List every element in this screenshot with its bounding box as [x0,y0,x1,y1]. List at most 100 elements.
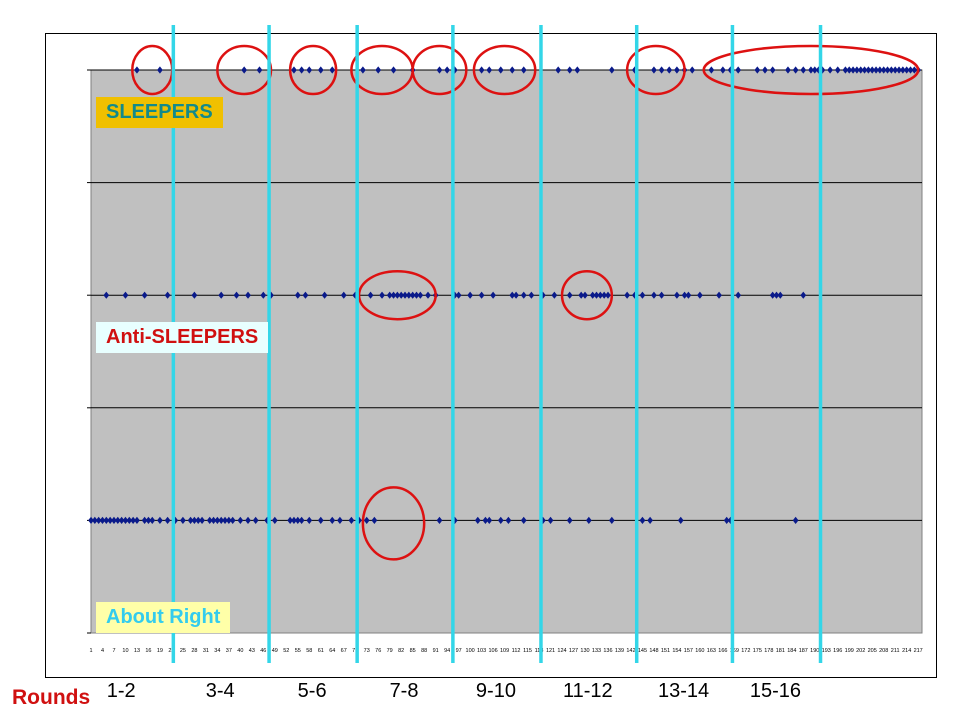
data-point [91,516,98,524]
data-point [229,516,236,524]
x-tick-label: 40 [237,648,243,654]
data-point [260,291,267,299]
x-tick-label: 148 [649,648,658,654]
data-point [513,291,519,299]
data-point [252,516,259,524]
data-point [769,291,776,299]
data-point [88,516,94,524]
round-label: 7-8 [389,680,419,702]
data-point [95,516,102,524]
chart-frame: 1 4 7 10 13 16 19 22 25 28 31 34 37 40 43 46 49 52 55 58 61 6… [45,25,937,678]
x-tick-label: 211 [891,648,900,654]
sleepers-label: SLEEPERS [96,97,223,128]
x-tick-label: 115 [523,648,532,654]
x-tick-label: 139 [615,648,624,654]
data-point [256,66,263,74]
data-point [582,291,588,299]
x-tick-label: 151 [661,648,670,654]
data-point [589,291,596,299]
data-point [497,516,504,524]
x-tick-label: 100 [466,648,475,654]
round-label: 1-2 [106,680,136,702]
data-point [551,291,558,299]
data-point [585,516,592,524]
data-point [164,516,171,524]
data-point [134,516,140,524]
highlight-circle [472,44,537,96]
data-point [149,516,156,524]
x-tick-label: 118 [535,648,544,654]
data-point [172,516,179,524]
data-point [218,291,225,299]
data-point [367,291,374,299]
data-point [685,291,692,299]
data-point [233,291,240,299]
data-point [505,516,512,524]
x-tick-label: 184 [787,648,796,654]
x-tick-label: 70 [352,648,358,654]
data-point [402,291,408,299]
data-point [520,291,527,299]
data-point [394,291,401,299]
data-point [451,516,458,524]
data-point [413,291,420,299]
x-tick-label: 190 [810,648,819,654]
data-point [398,291,405,299]
data-point [210,516,217,524]
data-point [540,516,546,524]
data-point [601,291,608,299]
highlight-circle [625,44,686,96]
x-tick-label: 127 [569,648,578,654]
round-label: 15-16 [749,680,802,702]
x-tick-label: 199 [845,648,854,654]
x-tick-label: 163 [707,648,716,654]
data-point [681,291,688,299]
round-label: 5-6 [297,680,327,702]
data-point [417,291,424,299]
data-point [122,516,129,524]
data-point [605,291,611,299]
x-tick-label: 133 [592,648,601,654]
x-tick-label: 154 [672,648,681,654]
data-point [800,291,807,299]
data-point [371,516,378,524]
data-point [593,291,600,299]
data-point [245,291,251,299]
data-point [547,516,554,524]
data-point [294,516,301,524]
data-point [164,291,171,299]
data-point [225,516,232,524]
data-point [773,291,780,299]
data-point [386,291,393,299]
x-tick-label: 52 [283,648,289,654]
data-point [126,516,133,524]
x-tick-label: 178 [764,648,773,654]
data-point [639,291,646,299]
data-point [141,516,148,524]
data-point [321,291,328,299]
x-tick-label: 166 [718,648,727,654]
data-point [478,291,485,299]
data-point [130,516,137,524]
data-point [674,291,680,299]
highlight-circle [288,44,338,96]
data-point [697,291,703,299]
data-point [405,291,412,299]
x-tick-label: 4 [101,648,104,654]
data-point [145,516,152,524]
data-point [111,516,117,524]
highlight-circle [702,44,920,96]
data-point [356,516,362,524]
highlight-circle [560,269,614,321]
x-tick-label: 181 [776,648,785,654]
x-tick-label: 1 [89,648,92,654]
data-point [195,516,202,524]
data-point [727,516,734,524]
x-tick-label: 157 [684,648,693,654]
x-tick-label: 34 [214,648,220,654]
x-tick-label: 64 [329,648,335,654]
x-tick-label: 28 [191,648,197,654]
x-tick-label: 136 [603,648,612,654]
data-point [566,291,573,299]
x-tick-label: 73 [364,648,370,654]
